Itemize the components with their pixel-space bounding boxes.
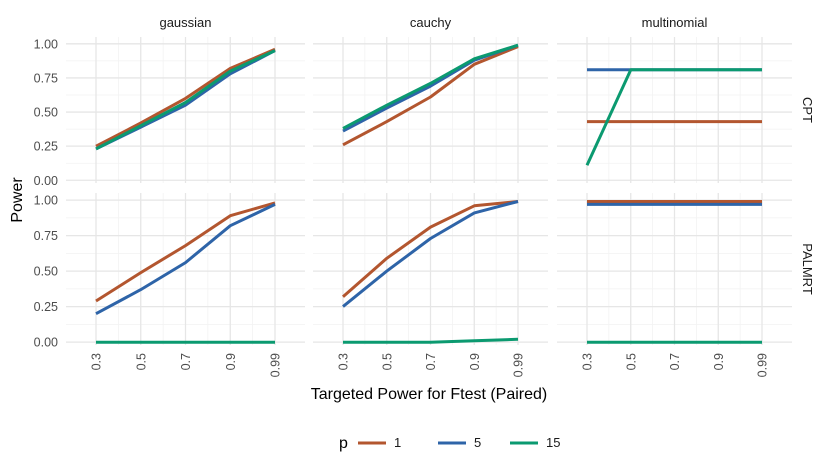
panel-palmrt-multinomial	[557, 193, 792, 345]
x-tick-label: 0.9	[468, 353, 482, 370]
series-line-p5	[95, 203, 276, 316]
y-tick-label: 0.50	[34, 265, 58, 279]
panel-cpt-cauchy	[313, 37, 548, 183]
legend: p 1 5 15	[339, 435, 560, 452]
panel-palmrt-cauchy	[313, 193, 548, 345]
series-line-p15	[95, 49, 276, 151]
facet-strip-cpt: CPT	[800, 97, 815, 123]
series-line-p1	[342, 45, 519, 147]
y-tick-label: 0.25	[34, 140, 58, 154]
panels-layer	[66, 37, 792, 345]
legend-label-p5: 5	[474, 435, 481, 450]
y-tick-label: 0.75	[34, 229, 58, 243]
y-tick-label: 1.00	[34, 37, 58, 51]
legend-title: p	[339, 435, 348, 452]
x-tick-label: 0.3	[90, 353, 104, 370]
y-tick-label: 0.00	[34, 336, 58, 350]
x-tick-label: 0.99	[512, 353, 526, 377]
series-line-p15	[585, 68, 762, 166]
x-tick-label: 0.99	[756, 353, 770, 377]
x-tick-label: 0.7	[424, 353, 438, 370]
legend-label-p1: 1	[394, 435, 401, 450]
strips-layer: gaussian cauchy multinomial CPT PALMRT	[159, 15, 815, 295]
panel-palmrt-gaussian	[66, 193, 305, 345]
y-tick-label: 0.75	[34, 71, 58, 85]
y-axis-title: Power	[9, 177, 26, 223]
series-line-p1	[95, 47, 276, 148]
series-line-p1	[95, 201, 276, 303]
x-tick-label: 0.9	[712, 353, 726, 370]
facet-strip-cauchy: cauchy	[410, 15, 452, 30]
x-tick-label: 0.9	[224, 353, 238, 370]
series-line-p15	[342, 43, 519, 130]
x-tick-label: 0.3	[337, 353, 351, 370]
x-tick-label: 0.7	[179, 353, 193, 370]
y-tick-label: 0.25	[34, 300, 58, 314]
panel-cpt-multinomial	[557, 37, 792, 183]
y-tick-label: 1.00	[34, 194, 58, 208]
x-tick-label: 0.5	[380, 353, 394, 370]
series-line-p1	[342, 200, 519, 298]
x-tick-label: 0.5	[134, 353, 148, 370]
facet-strip-gaussian: gaussian	[159, 15, 211, 30]
ticks-layer: 0.00 0.25 0.50 0.75 1.00 0.00 0.25 0.50 0.75 1.00…	[34, 37, 770, 377]
facet-strip-palmrt: PALMRT	[800, 243, 815, 295]
y-tick-label: 0.00	[34, 174, 58, 188]
x-tick-label: 0.7	[668, 353, 682, 370]
series-line-p5	[342, 200, 519, 308]
x-tick-label: 0.5	[624, 353, 638, 370]
panel-cpt-gaussian	[66, 37, 305, 183]
x-axis-title: Targeted Power for Ftest (Paired)	[311, 386, 548, 403]
series-line-p15	[343, 337, 519, 344]
facet-strip-multinomial: multinomial	[642, 15, 708, 30]
legend-label-p15: 15	[546, 435, 560, 450]
x-tick-label: 0.99	[269, 353, 283, 377]
y-tick-label: 0.50	[34, 106, 58, 120]
x-tick-label: 0.3	[581, 353, 595, 370]
